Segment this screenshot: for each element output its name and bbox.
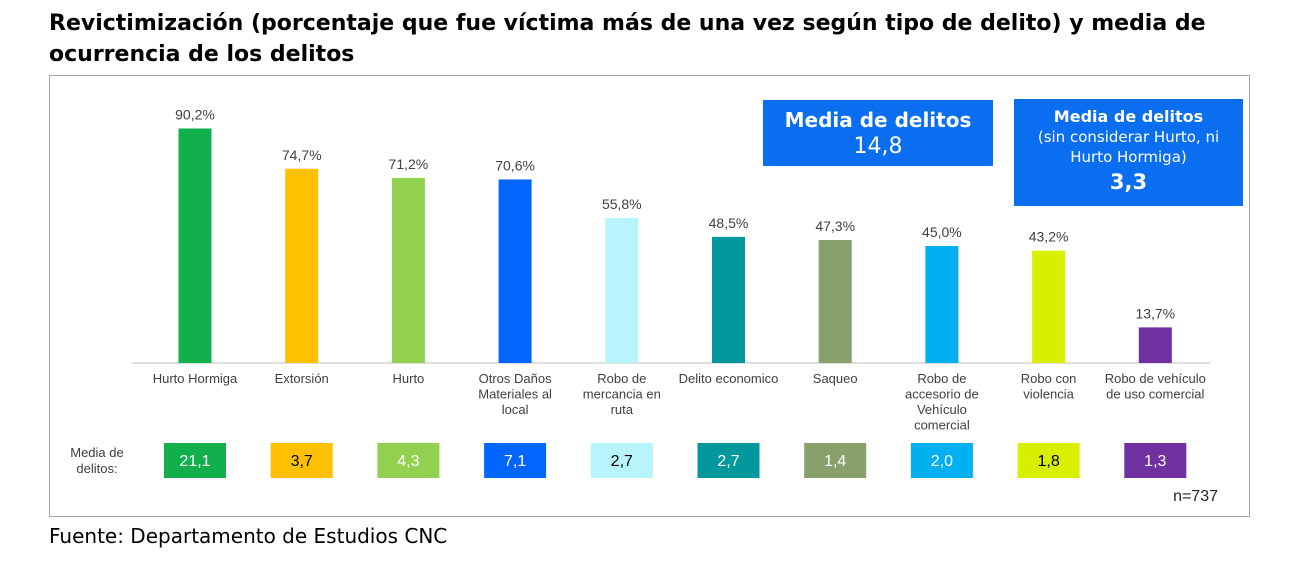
category-label: Materiales al — [478, 387, 552, 402]
category-label: Robo con — [1021, 371, 1077, 386]
category-label: Vehículo — [917, 402, 967, 417]
bar — [1138, 327, 1172, 363]
category-label: local — [502, 402, 529, 417]
category-label: Hurto Hormiga — [153, 371, 238, 386]
media-value-label: 2,0 — [931, 453, 953, 470]
media-value-label: 1,3 — [1144, 453, 1166, 470]
media-row-label: Media de — [70, 445, 123, 460]
bar — [498, 179, 532, 363]
bar-value-label: 43,2% — [1029, 229, 1069, 245]
category-label: Hurto — [393, 371, 425, 386]
media-value-label: 4,3 — [397, 453, 419, 470]
media-value-box — [1017, 443, 1080, 478]
media-value-box — [697, 443, 760, 478]
bar-value-label: 47,3% — [815, 218, 855, 234]
media-value-label: 21,1 — [179, 453, 210, 470]
media-value-label: 1,4 — [824, 453, 846, 470]
bar-value-label: 13,7% — [1135, 305, 1175, 321]
media-excl-value: 3,3 — [1109, 170, 1148, 194]
category-label: Extorsión — [275, 371, 329, 386]
category-label: Robo de — [917, 371, 966, 386]
category-label: Otros Daños — [479, 371, 552, 386]
category-label: Robo de — [597, 371, 646, 386]
media-value-box — [484, 443, 547, 478]
media-excl-box: Media de delitos (sin considerar Hurto, … — [1014, 99, 1243, 206]
bar — [178, 128, 212, 363]
source-note: Fuente: Departamento de Estudios CNC — [49, 524, 448, 548]
media-value-label: 2,7 — [717, 453, 739, 470]
category-label: de uso comercial — [1106, 387, 1204, 402]
category-label: violencia — [1023, 387, 1074, 402]
category-label: ruta — [611, 402, 634, 417]
bar — [925, 246, 959, 363]
chart-frame: 90,2% Hurto Hormiga 21,1 74,7% Extorsión 3,7 7… — [49, 75, 1250, 517]
bar-chart: 90,2% Hurto Hormiga 21,1 74,7% Extorsión 3,7 7… — [70, 106, 1218, 505]
media-value-label: 2,7 — [611, 453, 633, 470]
chart-title: Revictimización (porcentaje que fue víct… — [49, 11, 1206, 67]
media-value-box — [590, 443, 653, 478]
bar-value-label: 71,2% — [389, 156, 429, 172]
bar — [285, 168, 319, 363]
bar — [391, 177, 425, 363]
sample-size-label: n=737 — [1173, 488, 1218, 505]
media-value-box — [377, 443, 440, 478]
media-value-label: 1,8 — [1037, 453, 1059, 470]
category-label: Delito economico — [679, 371, 779, 386]
bar-value-label: 90,2% — [175, 106, 215, 122]
bar — [712, 236, 745, 363]
media-value-box — [270, 443, 333, 478]
media-total-title: Media de delitos — [784, 108, 972, 132]
category-label: mercancia en — [583, 387, 661, 402]
media-value-label: 3,7 — [291, 453, 313, 470]
bar-value-label: 45,0% — [922, 224, 962, 240]
bar-value-label: 70,6% — [495, 157, 535, 173]
media-row-label: delitos: — [76, 461, 117, 476]
media-total-box: Media de delitos 14,8 — [763, 100, 993, 166]
bar-value-label: 48,5% — [709, 215, 749, 231]
media-value-label: 7,1 — [504, 453, 526, 470]
bar — [1032, 250, 1066, 363]
media-excl-subtitle-1: (sin considerar Hurto, ni — [1037, 128, 1220, 146]
category-label: comercial — [914, 418, 970, 433]
bar-value-label: 74,7% — [282, 147, 322, 163]
media-value-box — [1124, 443, 1187, 478]
media-excl-title: Media de delitos — [1053, 107, 1204, 126]
media-value-box — [164, 443, 226, 478]
bar-value-label: 55,8% — [602, 196, 642, 212]
bar — [605, 217, 639, 363]
category-label: Robo de vehículo — [1105, 371, 1206, 386]
bar — [818, 240, 852, 363]
media-excl-subtitle-2: Hurto Hormiga) — [1070, 148, 1187, 166]
category-label: accesorio de — [905, 387, 979, 402]
media-value-box — [804, 443, 867, 478]
media-value-box — [910, 443, 973, 478]
category-label: Saqueo — [813, 371, 858, 386]
media-total-value: 14,8 — [853, 134, 903, 159]
